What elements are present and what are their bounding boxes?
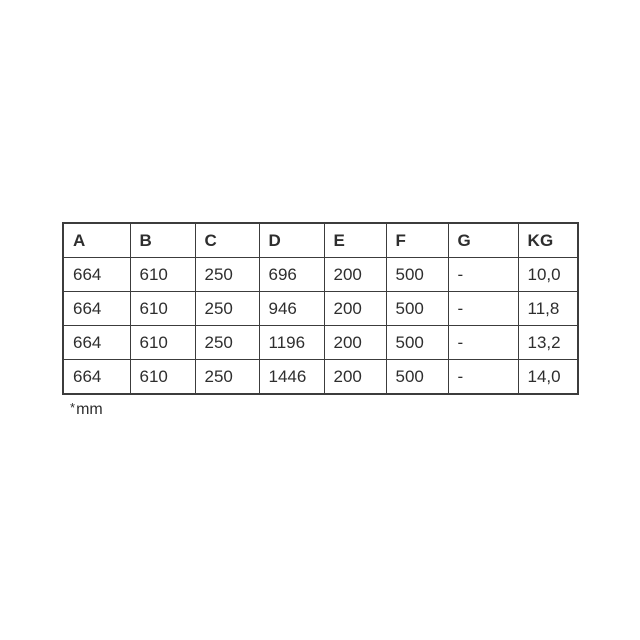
column-header-c: C [194, 222, 260, 258]
table-cell: 610 [129, 359, 196, 395]
table-cell: 500 [385, 325, 449, 360]
table-cell: 13,2 [517, 325, 579, 360]
dimensions-table-container: A B C D E F G KG 664 610 250 696 200 500… [62, 222, 579, 395]
table-cell: 664 [62, 359, 131, 395]
table-cell: 610 [129, 325, 196, 360]
table-cell: 500 [385, 359, 449, 395]
header-row: A B C D E F G KG [62, 222, 579, 258]
column-header-f: F [385, 222, 449, 258]
table-cell: 500 [385, 291, 449, 326]
table-cell: 14,0 [517, 359, 579, 395]
table-cell: - [447, 257, 519, 292]
table-cell: 1196 [258, 325, 325, 360]
table-row: 664 610 250 696 200 500 - 10,0 [62, 257, 579, 292]
dimensions-table: A B C D E F G KG 664 610 250 696 200 500… [62, 222, 579, 395]
footnote-asterisk: * [70, 400, 76, 415]
table-cell: 11,8 [517, 291, 579, 326]
column-header-d: D [258, 222, 325, 258]
table-cell: 1446 [258, 359, 325, 395]
table-cell: 250 [194, 325, 260, 360]
table-row: 664 610 250 1196 200 500 - 13,2 [62, 325, 579, 360]
table-cell: 250 [194, 291, 260, 326]
table-row: 664 610 250 946 200 500 - 11,8 [62, 291, 579, 326]
table-cell: 250 [194, 257, 260, 292]
table-cell: 10,0 [517, 257, 579, 292]
table-cell: 610 [129, 257, 196, 292]
table-cell: 200 [323, 257, 387, 292]
table-row: 664 610 250 1446 200 500 - 14,0 [62, 359, 579, 395]
table-cell: 946 [258, 291, 325, 326]
table-cell: 250 [194, 359, 260, 395]
column-header-kg: KG [517, 222, 579, 258]
table-cell: 610 [129, 291, 196, 326]
units-footnote: *mm [70, 400, 103, 419]
column-header-a: A [62, 222, 131, 258]
table-cell: 664 [62, 257, 131, 292]
column-header-e: E [323, 222, 387, 258]
table-cell: 200 [323, 359, 387, 395]
table-cell: 500 [385, 257, 449, 292]
column-header-g: G [447, 222, 519, 258]
footnote-text: mm [76, 401, 103, 418]
table-cell: - [447, 359, 519, 395]
table-cell: 200 [323, 325, 387, 360]
table-cell: - [447, 291, 519, 326]
table-cell: 664 [62, 325, 131, 360]
table-cell: - [447, 325, 519, 360]
table-cell: 696 [258, 257, 325, 292]
table-cell: 664 [62, 291, 131, 326]
column-header-b: B [129, 222, 196, 258]
table-cell: 200 [323, 291, 387, 326]
